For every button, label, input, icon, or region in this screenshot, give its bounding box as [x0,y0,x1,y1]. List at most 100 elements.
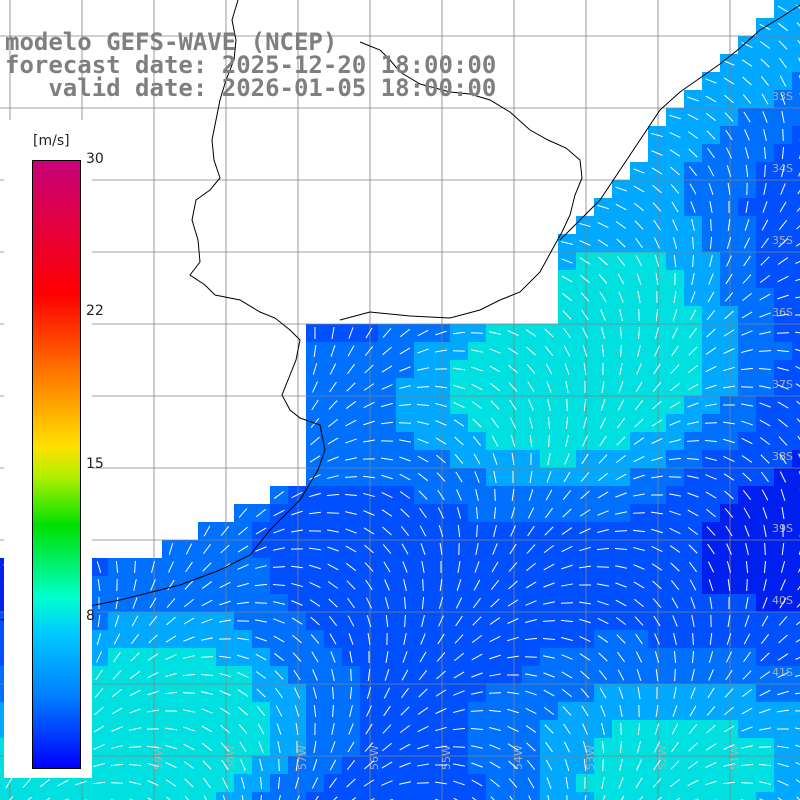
wind-vector [543,601,555,605]
wind-vector [615,616,627,626]
lon-label: 59W [152,745,165,770]
wind-vector [524,637,538,641]
wind-vector [399,724,411,734]
wind-vector [705,365,717,373]
wind-vector [724,310,734,320]
wind-vector [705,347,717,355]
wind-vector [435,330,447,336]
wind-vector [691,669,695,681]
wind-vector [506,691,520,695]
colorbar-tick-30: 30 [86,151,104,167]
lon-label: 54W [512,745,525,770]
wind-vector [777,313,789,317]
wind-vector [403,579,407,591]
wind-vector [238,526,248,536]
wind-vector [798,453,800,458]
wind-vector [619,309,623,321]
wind-vector [582,741,588,753]
wind-vector [525,619,537,623]
wind-vector [165,672,177,678]
wind-vector [471,691,483,695]
wind-vector [201,599,213,607]
wind-vector [690,687,696,699]
wind-vector [669,149,681,157]
wind-vector [489,727,501,731]
wind-cell [324,792,342,800]
wind-vector [543,689,555,697]
wind-vector [273,618,285,624]
wind-vector [331,327,335,339]
wind-cell [360,792,378,800]
wind-vector [633,564,645,570]
wind-vector [580,274,590,284]
wind-vector [329,759,337,771]
wind-vector [580,292,590,302]
wind-vector [436,670,446,680]
wind-vector [561,564,573,570]
wind-cell [594,792,612,800]
wind-cell [630,792,648,800]
wind-vector [346,759,356,771]
wind-vector [255,527,267,535]
wind-vector [582,345,588,357]
wind-vector [543,563,555,571]
wind-vector [652,382,662,392]
wind-vector [561,275,573,283]
wind-vector [598,669,608,681]
wind-vector [291,491,303,499]
wind-vector [330,741,336,753]
wind-vector [113,651,121,663]
wind-vector [182,673,196,677]
wind-vector [597,583,609,587]
wind-cell [432,792,450,800]
wind-vector [725,651,733,663]
wind-vector [416,404,430,406]
wind-vector [165,761,177,769]
wind-vector [510,525,516,537]
wind-vector [564,453,570,465]
wind-vector [615,454,627,464]
wind-vector [147,671,159,679]
wind-vector [272,566,286,568]
wind-vector [183,743,195,751]
wind-vector [489,365,501,373]
wind-vector [763,525,767,537]
wind-vector [616,238,626,248]
wind-cell [792,558,800,576]
wind-vector [402,561,408,573]
coastline [0,0,326,621]
wind-vector [795,674,800,678]
wind-vector [544,724,554,734]
wind-vector [636,759,642,771]
wind-vector [255,653,267,661]
wind-vector [236,637,250,641]
wind-vector [710,218,712,232]
wind-vector [634,598,644,608]
wind-vector [795,243,800,247]
wind-vector [651,167,663,175]
wind-vector [203,777,211,789]
wind-vector [380,421,394,425]
wind-vector [384,579,390,591]
wind-cell [468,792,486,800]
wind-vector [545,507,553,519]
wind-vector [293,687,301,699]
wind-vector [511,452,515,466]
wind-vector [582,723,588,735]
wind-vector [759,331,771,335]
wind-cell [504,792,522,800]
wind-vector [542,638,556,640]
wind-vector [97,614,101,628]
wind-vector [615,599,627,607]
wind-cell [288,792,306,800]
wind-vector [689,579,697,591]
wind-vector [705,474,717,480]
lon-label: 56W [368,745,381,770]
wind-vector [707,147,715,159]
wind-vector [435,689,447,697]
wind-vector [345,457,357,461]
wind-vector [706,526,716,536]
wind-vector [579,240,591,246]
wind-vector [273,652,285,662]
wind-vector [727,578,731,592]
